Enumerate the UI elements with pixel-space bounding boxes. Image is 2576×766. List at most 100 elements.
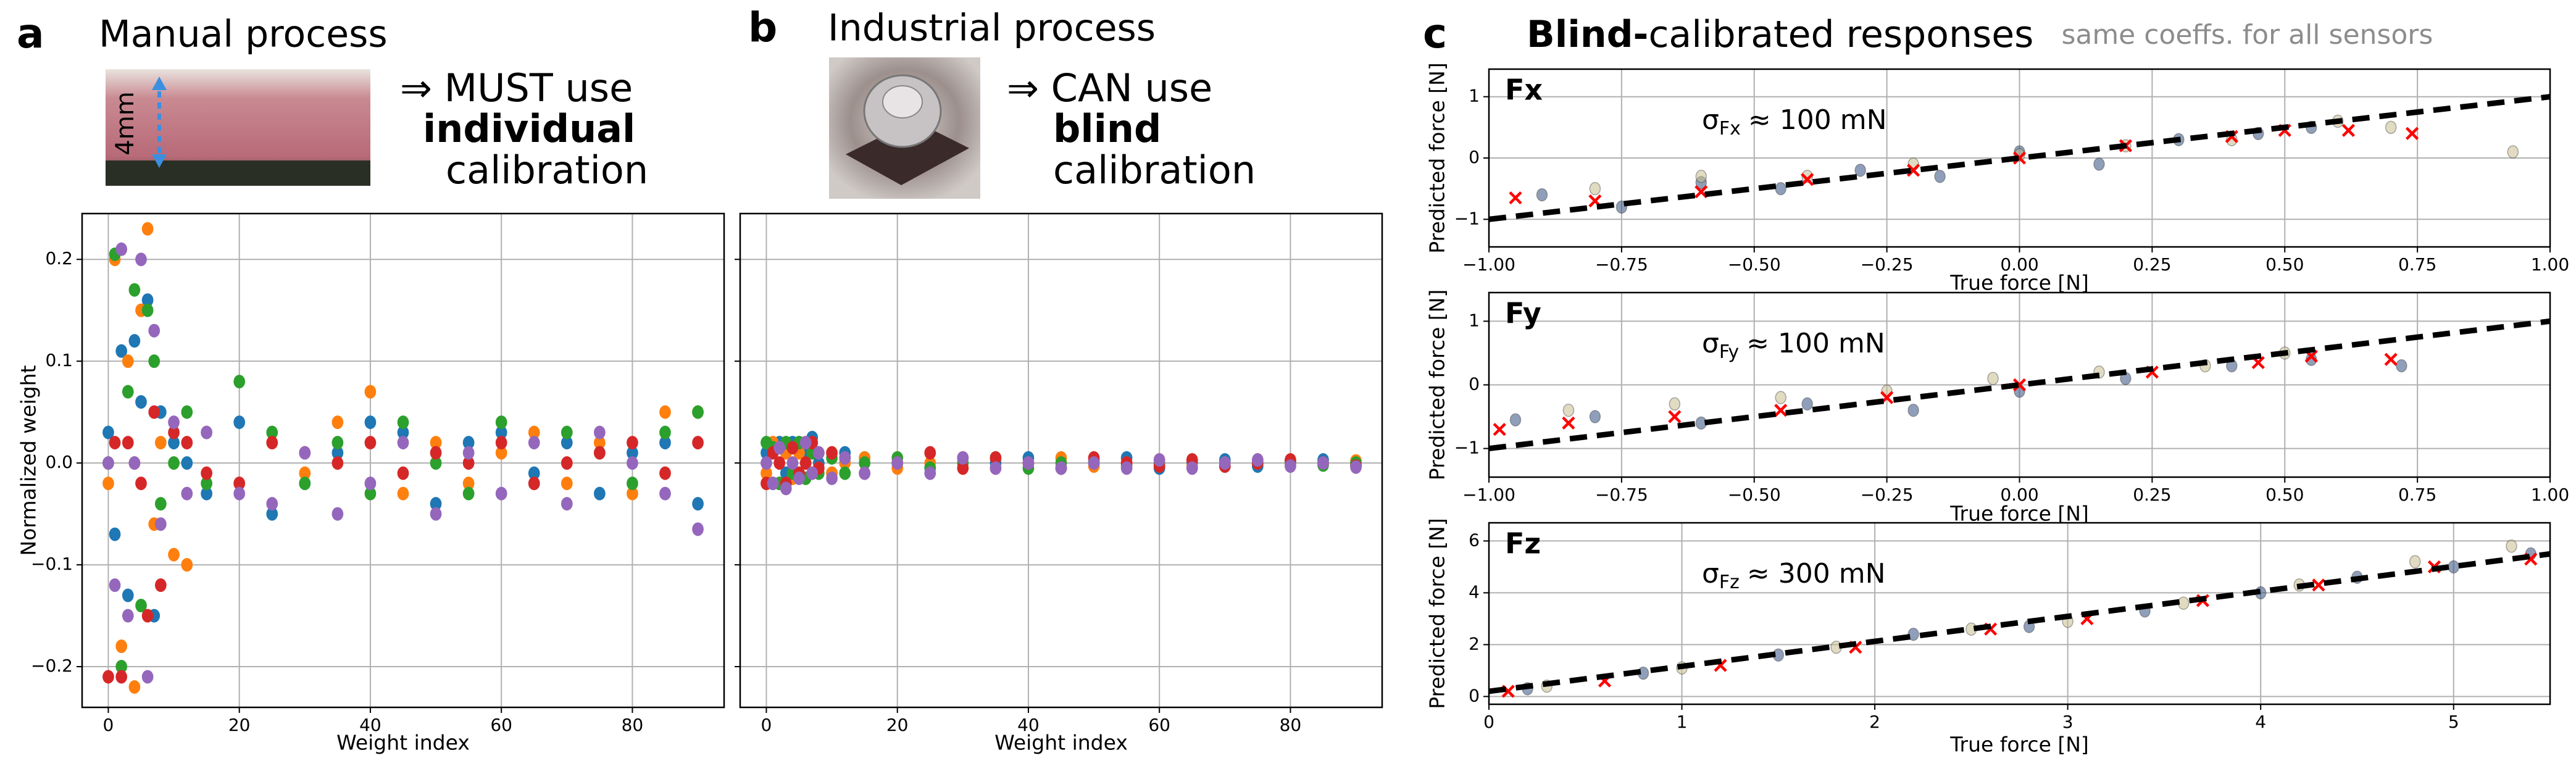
point [148, 354, 160, 368]
point [627, 486, 638, 501]
point [627, 456, 638, 470]
point [115, 670, 128, 684]
point [141, 303, 154, 317]
sigma-symbol: σ [1702, 558, 1719, 589]
point [1801, 173, 1814, 186]
point [528, 425, 540, 439]
point [462, 436, 475, 450]
point [148, 405, 160, 419]
x-tick-label: 80 [622, 715, 644, 735]
point [181, 456, 193, 470]
sigma-symbol: σ [1702, 104, 1719, 136]
point [462, 446, 475, 460]
x-tick-label: 0 [1483, 712, 1494, 732]
x-tick-label: −0.75 [1595, 485, 1648, 505]
point [1350, 460, 1362, 474]
photo-label: 4mm [111, 91, 140, 155]
point [767, 477, 779, 491]
chart: 0 20 40 60 80 Weight index [735, 212, 1383, 755]
point [364, 477, 377, 491]
point [528, 477, 540, 491]
sigma-sub: Fy [1719, 341, 1739, 363]
point [561, 477, 573, 491]
point [1589, 181, 1601, 196]
point [627, 446, 638, 460]
point [1987, 372, 1999, 385]
point [331, 415, 344, 430]
photo-industrial [829, 57, 980, 199]
point [1509, 191, 1522, 205]
y-tick-label: 2 [1469, 633, 1480, 654]
point [2405, 127, 2419, 140]
point [561, 456, 573, 470]
x-tick-label: −1.00 [1462, 254, 1515, 275]
point [1907, 164, 1920, 177]
point [128, 283, 141, 297]
point [692, 405, 704, 419]
point [793, 471, 805, 485]
chart: −1.00 −0.75 −0.50 −0.25 0.00 0.25 0.50 0.75 1.00… [1425, 62, 2570, 294]
point [168, 436, 180, 450]
point [594, 436, 606, 450]
x-tick-label: 80 [1280, 715, 1302, 735]
point [1589, 410, 1601, 423]
y-axis-label: Predicted force [N] [1425, 518, 1449, 709]
chart: −1.00 −0.75 −0.50 −0.25 0.00 0.25 0.50 0.75 1.00… [1425, 289, 2570, 526]
point [462, 477, 475, 491]
x-tick-label: 4 [2255, 712, 2266, 732]
point [1695, 170, 1707, 183]
point [561, 436, 573, 450]
note-line: calibration [446, 148, 648, 193]
point [594, 486, 606, 501]
note-line: ⇒ MUST use [400, 65, 633, 110]
axes-frame [81, 212, 725, 709]
point [924, 466, 936, 480]
point [528, 436, 540, 450]
axes-frame [739, 212, 1383, 709]
axes-frame [1488, 291, 2551, 478]
y-tick-label: −0.2 [31, 656, 73, 676]
y-axis-label: Normalized weight [17, 365, 41, 556]
point [266, 507, 278, 521]
point [594, 425, 606, 439]
point [122, 588, 134, 602]
plot-area [1489, 318, 2550, 452]
point [957, 451, 969, 465]
point [397, 415, 409, 430]
point [135, 599, 147, 613]
point [773, 441, 786, 455]
point [1186, 461, 1198, 475]
point [430, 436, 442, 450]
y-tick-label: −1 [1454, 208, 1480, 228]
point [141, 222, 154, 236]
inset-name: Fy [1505, 297, 1541, 330]
point [990, 461, 1002, 475]
point [826, 471, 838, 485]
point [233, 477, 246, 491]
point [462, 456, 475, 470]
fit-line [1489, 94, 2550, 222]
point [692, 436, 704, 450]
x-tick-label: 3 [2062, 712, 2074, 732]
point [102, 456, 114, 470]
point [233, 375, 246, 389]
sigma-text: ≈ 300 mN [1747, 558, 1886, 589]
point [826, 446, 838, 460]
point [181, 436, 193, 450]
point [2507, 145, 2519, 159]
point [1854, 164, 1866, 177]
point [1509, 413, 1522, 427]
y-tick-label: 0.2 [45, 248, 73, 269]
point [397, 486, 409, 501]
point [168, 456, 180, 470]
fit-line [1489, 551, 2550, 694]
x-tick-label: 0.25 [2133, 254, 2171, 275]
y-axis-label: Predicted force [N] [1425, 289, 1449, 480]
point [2396, 359, 2407, 373]
point [692, 522, 704, 536]
point [141, 609, 154, 623]
x-tick-label: 60 [1148, 715, 1170, 735]
point [761, 456, 772, 470]
note-line: calibration [1053, 148, 1256, 193]
